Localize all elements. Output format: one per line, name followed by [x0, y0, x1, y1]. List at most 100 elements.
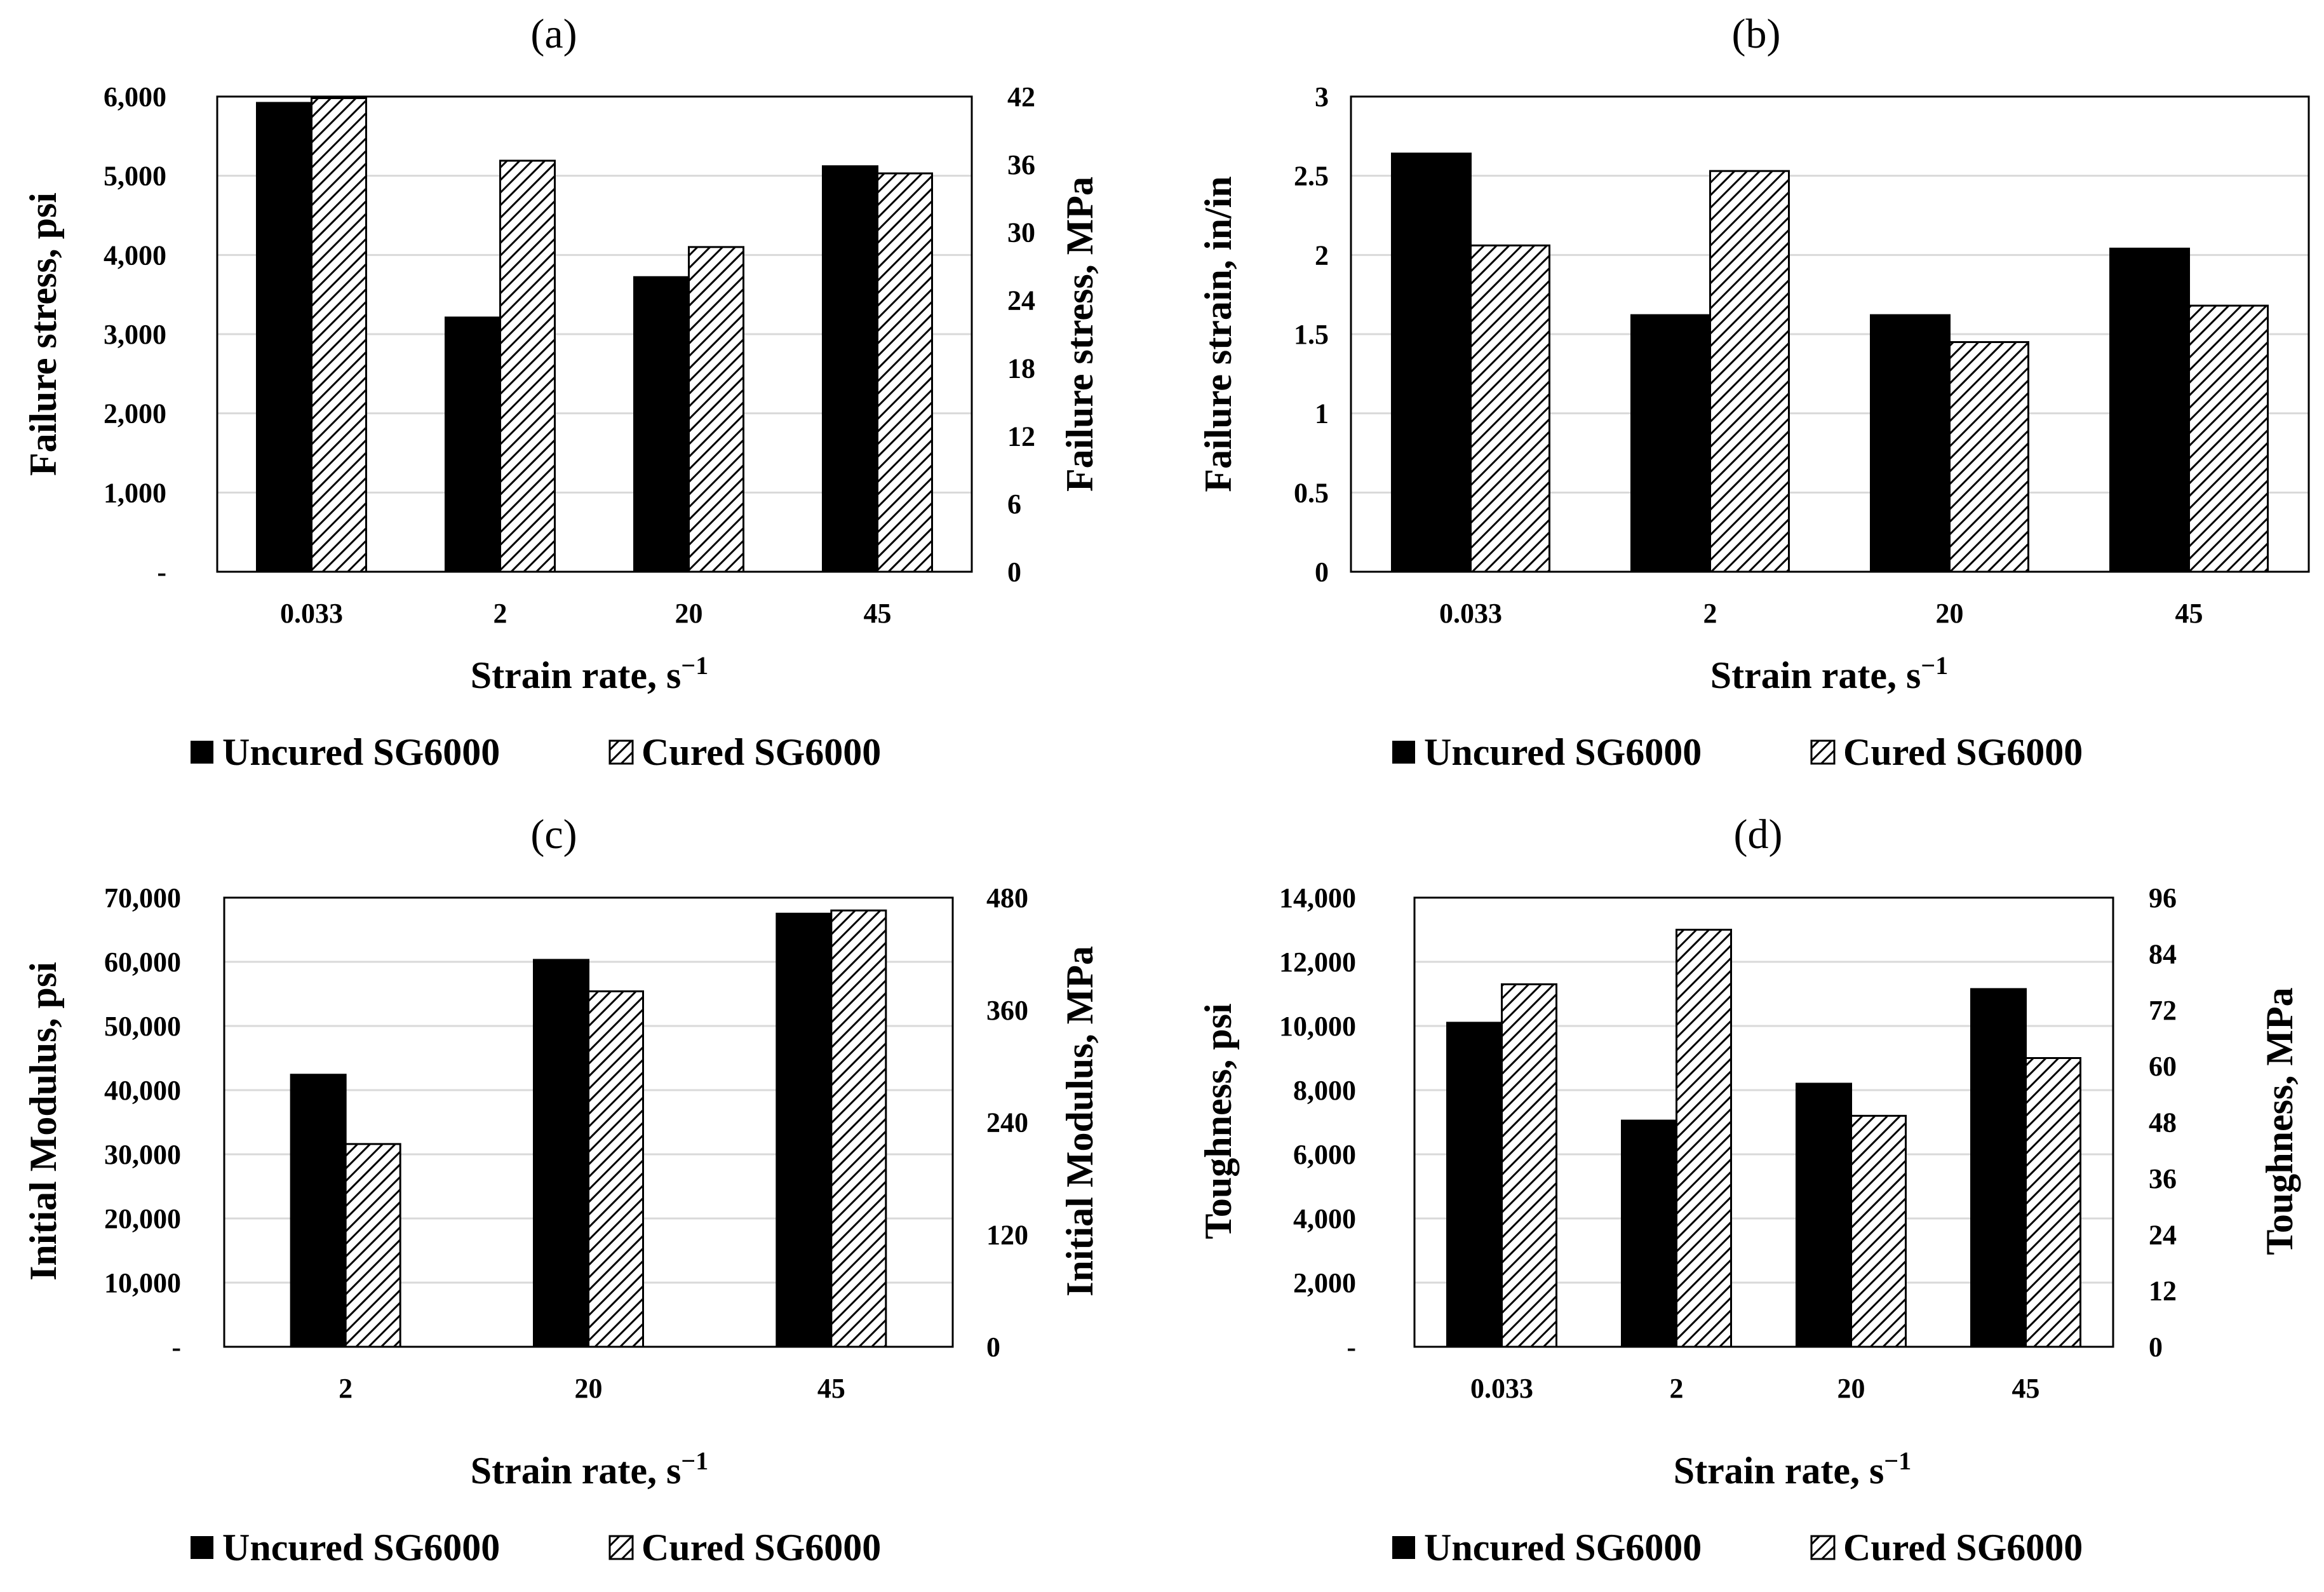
legend-swatch-uncured	[191, 1536, 213, 1559]
y2-tick-label: 18	[1007, 353, 1035, 384]
y2-tick-label: 36	[1007, 149, 1035, 180]
y2-tick-label: 24	[1007, 285, 1035, 316]
y2-tick-label: 360	[986, 995, 1028, 1026]
y-ticks: - 1,000 2,000 3,000 4,000 5,000 6,000	[104, 81, 166, 588]
legend-label-uncured: Uncured SG6000	[222, 1527, 500, 1568]
x-ticks: 0.033 2 20 45	[1470, 1373, 2040, 1404]
chart-panel-a: (a) - 1,000 2,000 3,000 4,000 5,000 6,000 0 6 12…	[22, 11, 1101, 773]
x-tick-label: 2	[494, 598, 507, 629]
bar-uncured	[2109, 247, 2190, 573]
y-tick-label: 6,000	[1293, 1139, 1356, 1170]
plot-frame	[1350, 95, 2310, 573]
y-tick-label: 0	[1315, 557, 1329, 588]
x-tick-label: 2	[1670, 1373, 1684, 1404]
bar-cured	[1949, 341, 2029, 573]
x-tick-label: 20	[575, 1373, 603, 1404]
y-tick-label: 70,000	[104, 882, 181, 914]
y-tick-label: 6,000	[104, 81, 166, 112]
legend-label-uncured: Uncured SG6000	[222, 731, 500, 773]
bars	[256, 97, 933, 573]
legend-swatch-uncured	[191, 741, 213, 764]
bar-uncured	[290, 1074, 347, 1348]
panel-label: (c)	[530, 811, 577, 858]
x-axis-title-main: Strain rate, s	[1674, 1450, 1884, 1492]
x-axis-title-exponent: −1	[1884, 1447, 1911, 1475]
plot-frame	[223, 896, 954, 1348]
y-tick-label: 10,000	[1279, 1011, 1356, 1042]
panel-label: (b)	[1732, 11, 1781, 57]
legend: Uncured SG6000 Cured SG6000	[1392, 1527, 2083, 1568]
legend-label-cured: Cured SG6000	[1843, 731, 2083, 773]
bar-cured	[688, 246, 744, 573]
y-tick-label: 14,000	[1279, 882, 1356, 914]
x-tick-label: 2	[339, 1373, 353, 1404]
x-axis-title-exponent: −1	[681, 651, 708, 680]
plot-frame	[1413, 896, 2114, 1348]
legend-label-cured: Cured SG6000	[1843, 1527, 2083, 1568]
y2-tick-label: 96	[2149, 882, 2177, 914]
chart-panel-b: (b) 0 0.5 1 1.5 2 2.5 3 0.033 2 20 45 Failure str…	[1197, 11, 2310, 773]
x-axis-title-exponent: −1	[681, 1447, 708, 1475]
bar-uncured	[256, 102, 312, 573]
y-tick-label: 30,000	[104, 1139, 181, 1170]
legend: Uncured SG6000 Cured SG6000	[191, 731, 881, 773]
y-tick-label: 2.5	[1294, 161, 1329, 192]
y-tick-label: 2	[1315, 239, 1329, 271]
bars	[1446, 929, 2081, 1348]
bar-uncured	[533, 959, 589, 1348]
x-ticks: 0.033 2 20 45	[280, 598, 892, 629]
y-tick-label: 2,000	[1293, 1267, 1356, 1299]
y-tick-label: 10,000	[104, 1267, 181, 1299]
bar-uncured	[1870, 314, 1951, 573]
y-tick-label: -	[171, 1332, 181, 1363]
x-axis-title: Strain rate, s−1	[1710, 651, 1948, 696]
legend-label-uncured: Uncured SG6000	[1424, 1527, 1702, 1568]
x-tick-label: 45	[2012, 1373, 2040, 1404]
bar-cured	[1709, 170, 1790, 573]
bar-uncured	[1621, 1119, 1677, 1348]
y2-tick-label: 84	[2149, 938, 2177, 969]
bar-cured	[344, 1143, 401, 1348]
plot-frame	[216, 95, 973, 573]
y2-tick-label: 48	[2149, 1107, 2177, 1138]
x-tick-label: 20	[1837, 1373, 1865, 1404]
y-tick-label: 8,000	[1293, 1075, 1356, 1106]
y2-axis-title: Toughness, MPa	[2259, 987, 2300, 1255]
bar-uncured	[822, 165, 878, 573]
x-axis-title: Strain rate, s−1	[471, 1447, 708, 1492]
bar-cured	[1850, 1114, 1907, 1348]
chart-panel-d: (d) - 2,000 4,000 6,000 8,000 10,000 12,000 14,…	[1197, 811, 2300, 1568]
y2-tick-label: 72	[2149, 995, 2177, 1026]
legend-swatch-cured	[608, 1535, 634, 1560]
panel-label: (d)	[1734, 811, 1783, 858]
bar-uncured	[1630, 314, 1711, 573]
y2-ticks: 0 120 240 360 480	[986, 882, 1028, 1363]
y-tick-label: 1,000	[104, 477, 166, 508]
y2-tick-label: 0	[2149, 1332, 2163, 1363]
bar-cured	[588, 990, 644, 1348]
x-tick-label: 0.033	[280, 598, 343, 629]
legend: Uncured SG6000 Cured SG6000	[1392, 731, 2083, 773]
legend-swatch-uncured	[1392, 741, 1415, 764]
x-ticks: 2 20 45	[339, 1373, 845, 1404]
x-axis-title-main: Strain rate, s	[471, 654, 682, 696]
y2-tick-label: 12	[1007, 421, 1035, 452]
x-tick-label: 2	[1703, 598, 1717, 629]
y2-tick-label: 12	[2149, 1276, 2177, 1307]
y-ticks: - 10,000 20,000 30,000 40,000 50,000 60,000 70,…	[104, 882, 181, 1363]
y2-tick-label: 120	[986, 1219, 1028, 1250]
y-tick-label: 1	[1315, 398, 1329, 429]
bar-cured	[2025, 1057, 2081, 1348]
y-tick-label: 1.5	[1294, 319, 1329, 350]
y-tick-label: 5,000	[104, 161, 166, 192]
y2-ticks: 0 6 12 18 24 30 36 42	[1007, 81, 1035, 588]
x-axis-title-main: Strain rate, s	[1710, 654, 1921, 696]
panel-label: (a)	[530, 11, 577, 57]
y-axis-title: Toughness, psi	[1197, 1003, 1239, 1239]
y2-tick-label: 42	[1007, 81, 1035, 112]
x-tick-label: 0.033	[1470, 1373, 1533, 1404]
bar-uncured	[445, 316, 501, 573]
y2-tick-label: 6	[1007, 489, 1021, 520]
legend: Uncured SG6000 Cured SG6000	[191, 1527, 881, 1568]
legend-swatch-cured	[608, 739, 634, 765]
